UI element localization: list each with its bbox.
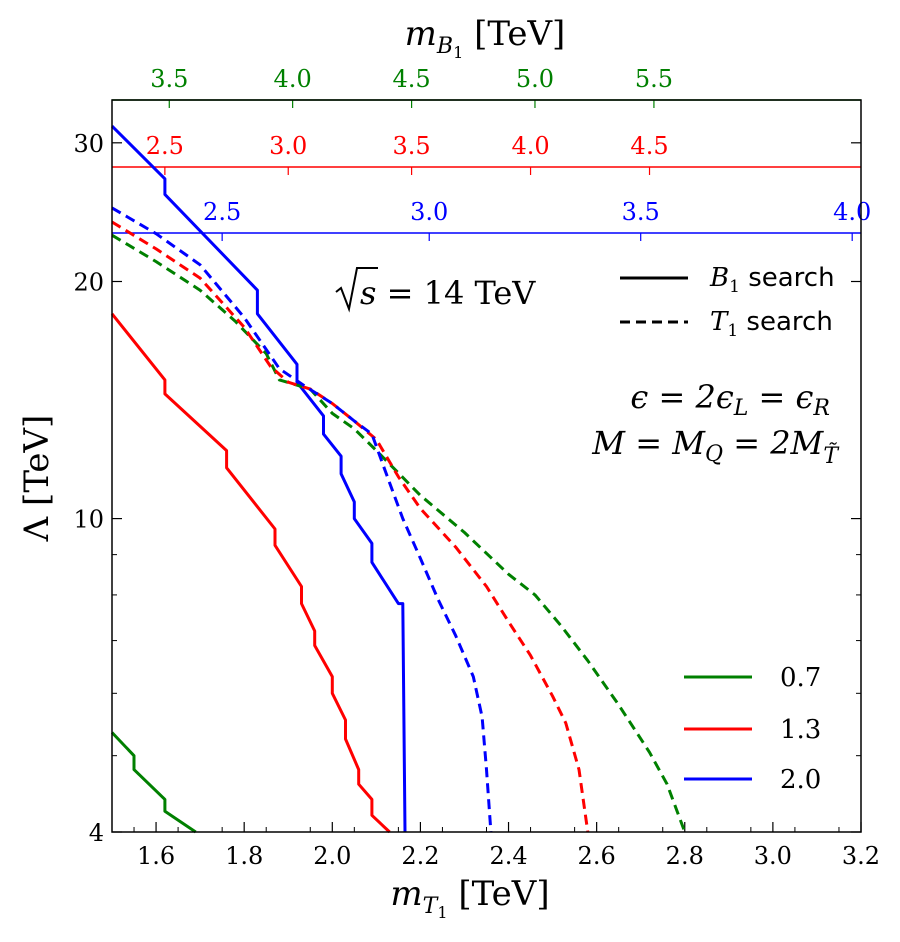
- series-line-3: [111, 233, 687, 833]
- x-tick-label: 2.4: [489, 842, 527, 870]
- series-line-1: [110, 312, 391, 834]
- color-legend-label-0: 0.7: [780, 663, 821, 693]
- top-axis-tick-label: 4.0: [833, 198, 871, 226]
- x-tick-label: 3.2: [842, 842, 880, 870]
- top-axis-tick-label: 3.5: [393, 132, 431, 160]
- y-axis-label: Λ [TeV]: [17, 415, 57, 543]
- top-axis-tick-label: 3.0: [269, 132, 307, 160]
- energy-annotation: s = 14 TeV: [335, 267, 536, 313]
- y-tick-label: 4: [89, 819, 104, 847]
- top-axis-tick-label: 3.0: [410, 198, 448, 226]
- color-legend-label-1: 1.3: [780, 715, 821, 745]
- style-legend-b1-label: B1 search: [709, 263, 835, 297]
- top-axis-tick-label: 5.0: [516, 65, 554, 93]
- x-tick-label: 1.6: [137, 842, 175, 870]
- x-tick-label: 2.6: [578, 842, 616, 870]
- top-axis-tick-label: 2.5: [203, 198, 241, 226]
- top-axis-tick-label: 3.5: [622, 198, 660, 226]
- top-axis-tick-label: 4.0: [511, 132, 549, 160]
- color-legend-label-2: 2.0: [780, 765, 821, 795]
- style-legend: B1 search T1 search: [620, 263, 835, 341]
- style-legend-t1-label: T1 search: [710, 307, 833, 341]
- top-axis-tick-label: 3.5: [150, 65, 188, 93]
- x-axis-label: mT1 [TeV]: [390, 874, 549, 922]
- top-axis-tick-label: 4.5: [393, 65, 431, 93]
- epsilon-annotation: ϵ = 2ϵL = ϵR: [630, 378, 830, 421]
- top-axis-tick-label: 5.5: [635, 65, 673, 93]
- series-layer: [110, 125, 687, 834]
- x-tick-label: 2.8: [666, 842, 704, 870]
- x-tick-label: 1.8: [225, 842, 263, 870]
- top-axis-label: mB1 [TeV]: [405, 14, 566, 62]
- plot-frame: [111, 99, 862, 833]
- x-tick-label: 2.2: [401, 842, 439, 870]
- series-line-2: [110, 125, 407, 833]
- y-tick-label: 10: [73, 506, 104, 534]
- top-axis-tick-label: 4.5: [630, 132, 668, 160]
- sqrt-symbol: [335, 267, 378, 313]
- mass-annotation: M = MQ = 2MT̃: [591, 424, 840, 469]
- axis-ticks: 1.6 1.8 2.0 2.2 2.4 2.6 2.8 3.0 3.2 4 10 20 30: [73, 130, 880, 870]
- color-legend: 0.7 1.3 2.0: [684, 663, 821, 795]
- series-line-0: [110, 731, 197, 834]
- x-tick-label: 2.0: [313, 842, 351, 870]
- energy-text: s = 14 TeV: [360, 274, 536, 312]
- series-line-5: [111, 206, 493, 833]
- top-axes: 3.5 4.0 4.5 5.0 5.5 2.5 3.0 3.5 4.0 4.5 2.5 3.0 3.5 4…: [112, 65, 871, 241]
- x-tick-label: 3.0: [754, 842, 792, 870]
- y-tick-label: 30: [73, 130, 104, 158]
- top-axis-tick-label: 4.0: [274, 65, 312, 93]
- y-tick-label: 20: [73, 268, 104, 296]
- top-axis-tick-label: 2.5: [146, 132, 184, 160]
- series-line-4: [111, 220, 590, 833]
